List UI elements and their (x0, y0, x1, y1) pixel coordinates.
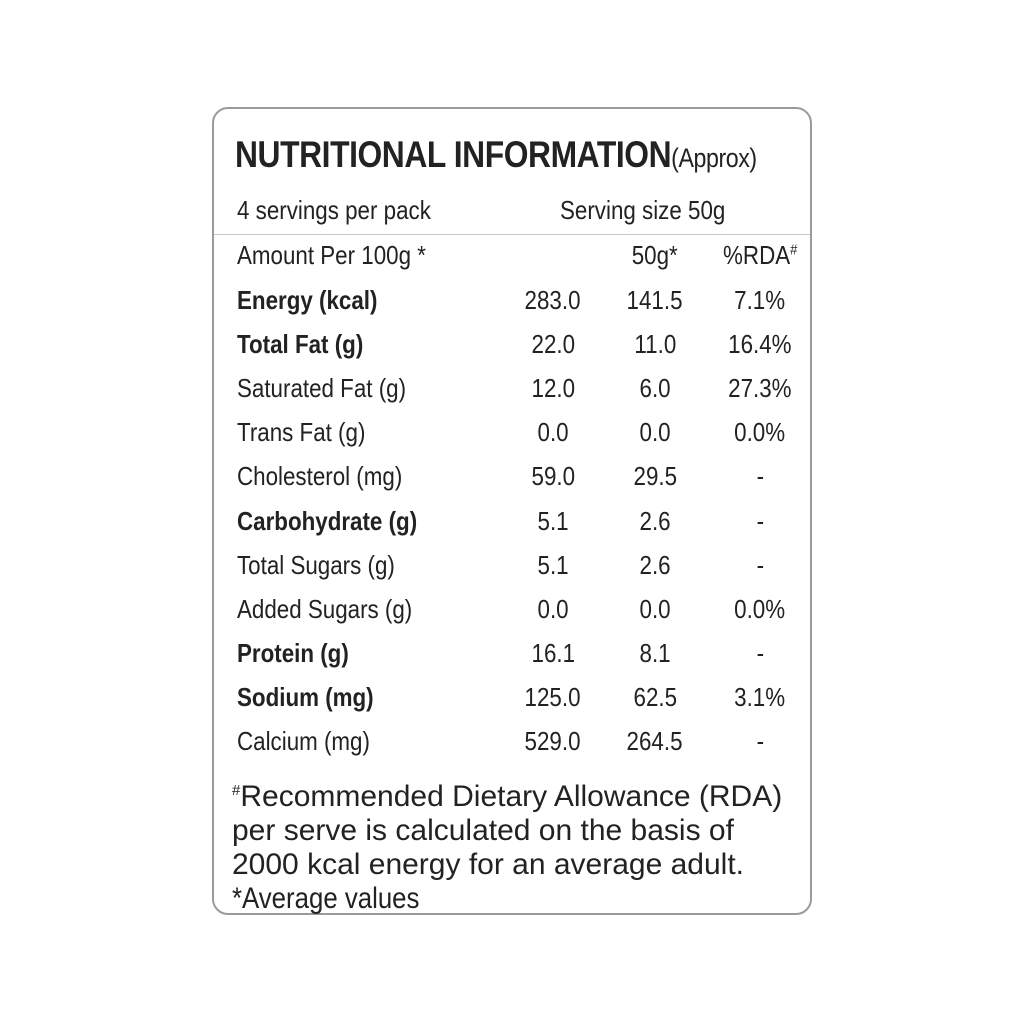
value-rda: 0.0% (734, 593, 786, 624)
nutrient-row: Trans Fat (g) 0.0 0.0 0.0% (0, 417, 1024, 457)
value-per-50g: 2.6 (639, 549, 671, 580)
nutrient-row: Protein (g) 16.1 8.1 - (0, 638, 1024, 678)
nutrient-label: Cholesterol (mg) (237, 461, 403, 492)
value-per-50g: 264.5 (627, 726, 683, 756)
header-row: Amount Per 100g * 50g* %RDA# (0, 240, 1024, 280)
value-per-50g: 29.5 (633, 461, 677, 492)
value-rda: - (756, 726, 764, 756)
nutrient-label: Total Fat (g) (237, 329, 364, 360)
value-rda: 0.0% (734, 417, 786, 448)
nutrient-label: Trans Fat (g) (237, 417, 366, 448)
value-rda: 27.3% (728, 373, 792, 404)
value-per-50g: 0.0 (639, 593, 671, 624)
value-per-100g: 16.1 (531, 637, 575, 668)
nutrient-row: Total Fat (g) 22.0 11.0 16.4% (0, 329, 1024, 369)
value-per-50g: 11.0 (634, 329, 676, 360)
nutrient-row: Saturated Fat (g) 12.0 6.0 27.3% (0, 373, 1024, 413)
value-per-100g: 0.0 (537, 593, 569, 624)
nutrient-row: Calcium (mg) 529.0 264.5 - (0, 726, 1024, 766)
value-per-50g: 2.6 (639, 505, 671, 536)
nutrient-row: Sodium (mg) 125.0 62.5 3.1% (0, 682, 1024, 722)
title-text: NUTRITIONAL INFORMATION (235, 134, 672, 175)
value-per-100g: 5.1 (537, 549, 569, 580)
nutrient-row: Cholesterol (mg) 59.0 29.5 - (0, 461, 1024, 501)
nutrient-label: Protein (g) (237, 637, 349, 668)
value-per-100g: 0.0 (537, 417, 569, 448)
nutrient-row: Total Sugars (g) 5.1 2.6 - (0, 550, 1024, 590)
value-rda: - (756, 637, 764, 668)
value-rda: - (756, 505, 764, 536)
header-col-rda: %RDA# (723, 240, 797, 271)
header-col-50g: 50g* (631, 240, 679, 270)
nutrient-label: Energy (kcal) (237, 285, 378, 315)
value-per-50g: 6.0 (639, 373, 671, 404)
value-rda: 16.4% (728, 329, 792, 360)
nutrient-label: Carbohydrate (g) (237, 505, 418, 536)
value-rda: - (756, 461, 764, 492)
nutrient-label: Total Sugars (g) (237, 549, 395, 580)
title-suffix: (Approx) (671, 143, 757, 173)
footnote-line-1-text: Recommended Dietary Allowance (RDA) (240, 780, 783, 813)
value-per-100g: 529.0 (525, 726, 581, 756)
footnote-line-2: per serve is calculated on the basis of (232, 814, 734, 847)
servings-per-pack: 4 servings per pack (237, 195, 431, 225)
value-per-100g: 5.1 (537, 505, 569, 536)
divider (214, 234, 810, 235)
value-rda: 7.1% (734, 285, 786, 315)
nutrient-row: Energy (kcal) 283.0 141.5 7.1% (0, 285, 1024, 325)
nutrient-label: Sodium (mg) (237, 681, 374, 712)
label-title: NUTRITIONAL INFORMATION(Approx) (235, 134, 757, 176)
value-per-50g: 62.5 (633, 681, 677, 712)
footnote-line-1: #Recommended Dietary Allowance (RDA) (232, 774, 800, 814)
nutrient-label: Calcium (mg) (237, 726, 370, 756)
value-rda: - (756, 549, 764, 580)
value-rda: 3.1% (734, 681, 786, 712)
nutrient-row: Carbohydrate (g) 5.1 2.6 - (0, 506, 1024, 546)
footnote-line-3: 2000 kcal energy for an average adult. (232, 848, 745, 881)
serving-size: Serving size 50g (560, 195, 726, 225)
footnote-line-4: *Average values (232, 882, 420, 915)
rda-text: %RDA (722, 240, 790, 270)
value-per-50g: 0.0 (639, 417, 671, 448)
nutrient-label: Added Sugars (g) (237, 593, 413, 624)
footnote: #Recommended Dietary Allowance (RDA) per… (232, 774, 800, 916)
rda-sup: # (789, 241, 798, 259)
value-per-100g: 22.0 (531, 329, 575, 360)
nutrient-label: Saturated Fat (g) (237, 373, 407, 404)
value-per-50g: 8.1 (639, 637, 671, 668)
value-per-100g: 283.0 (525, 285, 581, 315)
value-per-100g: 12.0 (531, 373, 575, 404)
value-per-100g: 125.0 (525, 681, 581, 712)
nutrient-row: Added Sugars (g) 0.0 0.0 0.0% (0, 594, 1024, 634)
footnote-sup: # (232, 782, 241, 799)
header-label: Amount Per 100g * (237, 240, 426, 270)
nutrition-label-card (212, 107, 812, 915)
value-per-100g: 59.0 (531, 461, 575, 492)
value-per-50g: 141.5 (627, 285, 683, 315)
